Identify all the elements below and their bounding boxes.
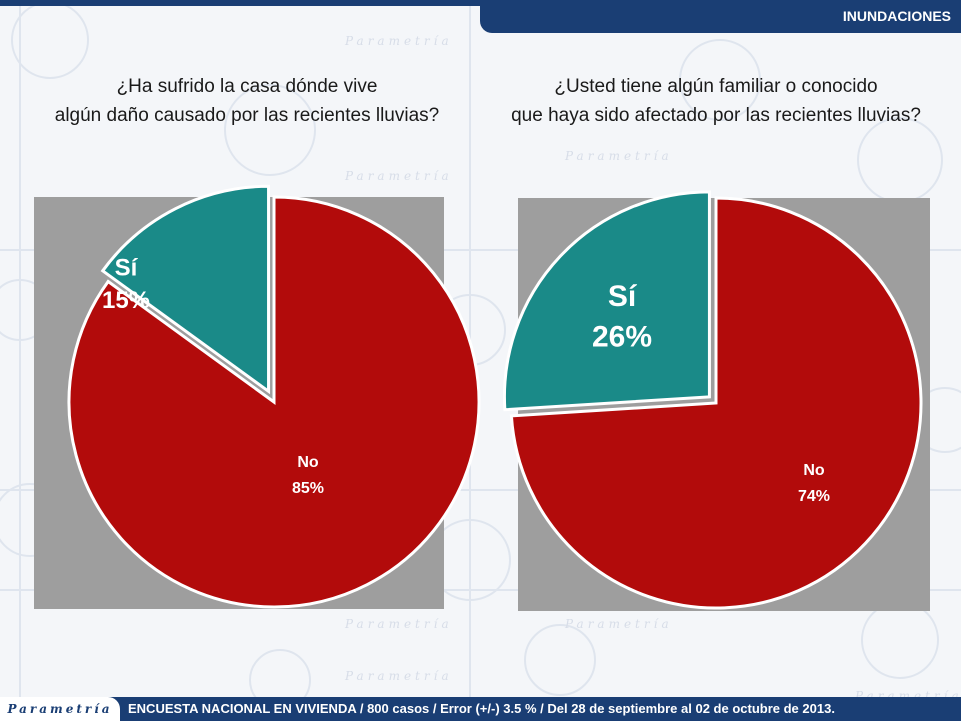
footer-bar: Parametría ENCUESTA NACIONAL EN VIVIENDA… bbox=[0, 697, 961, 721]
question-1-line-2: algún daño causado por las recientes llu… bbox=[54, 105, 440, 126]
pie-slice-si bbox=[502, 190, 711, 412]
pie-slice-no bbox=[67, 195, 481, 609]
slice-label-si: Sí bbox=[115, 255, 139, 282]
question-2-line-1: ¿Usted tiene algún familiar o conocido bbox=[554, 76, 878, 97]
question-1-line-1: ¿Ha sufrido la casa dónde vive bbox=[116, 76, 378, 97]
watermark-text: Parametría bbox=[564, 617, 673, 631]
slice-label-no: No bbox=[297, 454, 319, 471]
question-2-line-2: que haya sido afectado por las recientes… bbox=[511, 105, 921, 126]
slice-label-no: No bbox=[803, 462, 825, 479]
section-title: INUNDACIONES bbox=[842, 8, 951, 24]
watermark-text: Parametría bbox=[344, 617, 453, 631]
watermark-text: Parametría bbox=[344, 34, 453, 48]
survey-note: ENCUESTA NACIONAL EN VIVIENDA / 800 caso… bbox=[128, 701, 835, 716]
watermark-text: Parametría bbox=[344, 669, 453, 683]
slice-label-si: Sí bbox=[608, 280, 638, 313]
question-2: ¿Usted tiene algún familiar o conocido q… bbox=[496, 72, 936, 130]
watermark-text: Parametría bbox=[564, 149, 673, 163]
pie-chart-1: Sí 15% No 85% bbox=[34, 184, 481, 609]
watermark-text: Parametría bbox=[344, 169, 453, 183]
pie-chart-2: Sí 26% No 74% bbox=[502, 190, 930, 611]
brand-logo: Parametría bbox=[0, 697, 120, 721]
pie-slice-si bbox=[100, 184, 271, 395]
slice-value-si: 26% bbox=[592, 321, 652, 354]
slice-value-si: 15% bbox=[102, 287, 150, 314]
pie-chart-1-svg: Sí 15% No 85% bbox=[34, 184, 481, 609]
header-tab: INUNDACIONES bbox=[480, 0, 961, 33]
slice-value-no: 74% bbox=[798, 488, 830, 505]
slice-value-no: 85% bbox=[292, 480, 324, 497]
question-1: ¿Ha sufrido la casa dónde vive algún dañ… bbox=[27, 72, 467, 130]
pie-chart-2-svg: Sí 26% No 74% bbox=[502, 190, 930, 611]
pie-slice-no bbox=[509, 196, 923, 610]
